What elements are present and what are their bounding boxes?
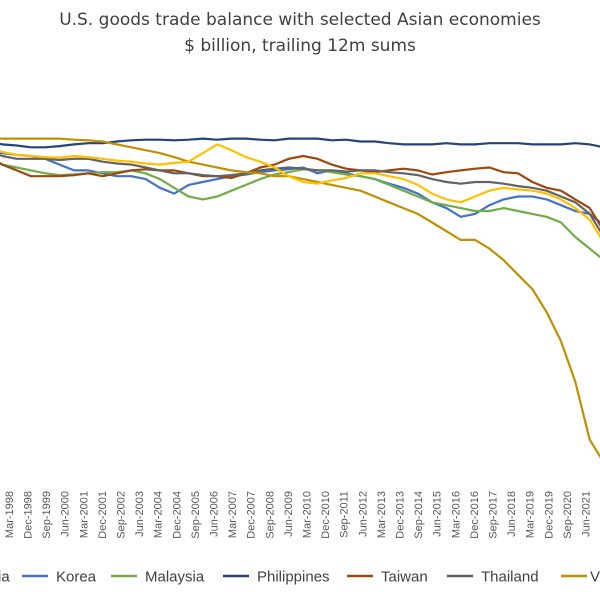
legend-label: Thailand <box>481 569 539 586</box>
x-tick-label: Mar-2001 <box>78 491 90 538</box>
x-tick-label: Sep-2005 <box>190 491 202 539</box>
x-tick-label: Sep-1999 <box>41 491 53 539</box>
x-tick-label: Sep-2017 <box>488 491 500 539</box>
x-tick-label: Mar-1998 <box>4 491 16 538</box>
series-line-vietnam <box>0 137 600 459</box>
x-tick-label: Jun-2006 <box>209 491 221 537</box>
series-line-unlabeled-6 <box>0 143 600 239</box>
x-tick-label: Sep-2011 <box>339 491 351 538</box>
legend-label: Philippines <box>257 569 330 586</box>
legend: ia Korea Malaysia Philippines Taiwan Thailand… <box>0 569 600 586</box>
chart-subtitle: $ billion, trailing 12m sums <box>184 36 416 56</box>
x-tick-label: Jun-2015 <box>432 491 444 537</box>
series-line-thailand <box>0 153 600 233</box>
x-tick-label: Mar-2007 <box>227 491 239 538</box>
x-tick-label: Jun-2012 <box>357 491 369 537</box>
x-tick-label: Dec-2004 <box>171 491 183 539</box>
legend-label: Malaysia <box>145 569 205 586</box>
legend-label: ia <box>0 569 10 586</box>
x-tick-label: Dec-2001 <box>97 491 109 539</box>
x-tick-label: Jun-2003 <box>134 491 146 537</box>
legend-label: V <box>590 569 600 586</box>
x-tick-label: Jun-2021 <box>581 491 593 537</box>
x-tick-label: Dec-2016 <box>469 491 481 539</box>
x-tick-label: Jun-2000 <box>60 491 72 537</box>
plot-lines <box>0 137 600 459</box>
x-tick-label: Dec-2013 <box>395 491 407 539</box>
series-line-philippines <box>0 137 600 149</box>
x-tick-label: Jun-2018 <box>506 491 518 537</box>
legend-label: Korea <box>56 569 97 586</box>
x-tick-label: Jun-2009 <box>283 491 295 537</box>
x-tick-label: Sep-2002 <box>116 491 128 539</box>
x-tick-label: Mar-2010 <box>302 491 314 538</box>
chart-title: U.S. goods trade balance with selected A… <box>59 10 541 30</box>
x-tick-label: Dec-2010 <box>320 491 332 539</box>
x-tick-label: Dec-2019 <box>543 491 555 539</box>
x-tick-label: Sep-2020 <box>562 491 574 539</box>
x-tick-label: Mar-2013 <box>376 491 388 538</box>
x-tick-label: Dec-2007 <box>246 491 258 539</box>
x-tick-label: Mar-2016 <box>450 491 462 538</box>
x-tick-label: Mar-2004 <box>153 491 165 538</box>
legend-label: Taiwan <box>381 569 428 586</box>
x-axis-tick-labels: Mar-1998 Dec-1998 Sep-1999 Jun-2000 Mar-2001… <box>4 491 593 539</box>
x-tick-label: Dec-1998 <box>23 491 35 539</box>
series-line-taiwan <box>0 154 600 227</box>
x-tick-label: Sep-2014 <box>413 491 425 539</box>
x-tick-label: Mar-2019 <box>525 491 537 538</box>
x-tick-label: Sep-2008 <box>264 491 276 539</box>
